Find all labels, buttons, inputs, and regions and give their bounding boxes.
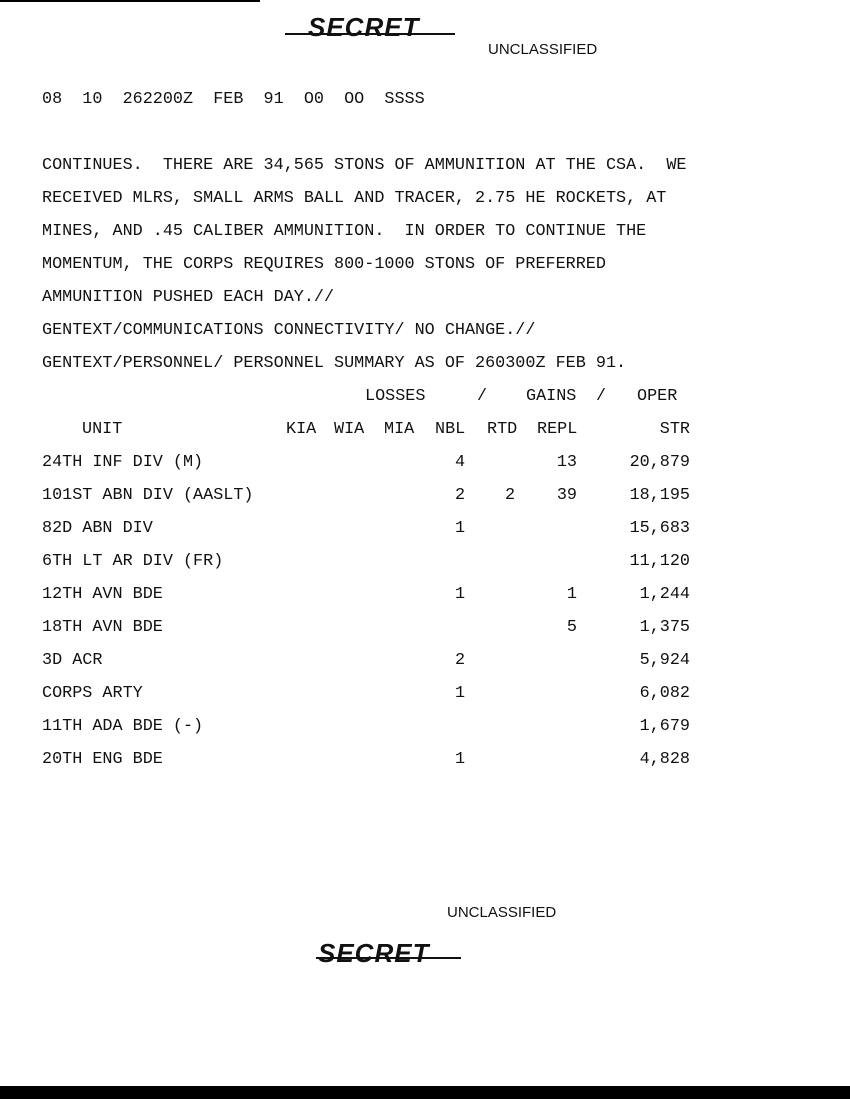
body-line: RECEIVED MLRS, SMALL ARMS BALL AND TRACE… <box>42 189 667 208</box>
unit-cell: 24TH INF DIV (M) <box>42 453 204 472</box>
str-cell: 6,082 <box>639 684 690 703</box>
stamp-strikethrough <box>316 957 461 959</box>
body-line: AMMUNITION PUSHED EACH DAY.// <box>42 288 335 307</box>
secret-stamp-bottom: SECRET <box>318 938 430 968</box>
column-header-wia: WIA <box>334 420 365 439</box>
column-header-mia: MIA <box>384 420 415 439</box>
str-cell: 20,879 <box>629 453 690 472</box>
column-header-repl: REPL <box>537 420 578 439</box>
header-losses: LOSSES <box>365 387 426 406</box>
nbl-cell: 4 <box>454 453 466 472</box>
nbl-cell: 1 <box>454 519 466 538</box>
header-gains: GAINS <box>526 387 577 406</box>
body-line: MINES, AND .45 CALIBER AMMUNITION. IN OR… <box>42 222 647 241</box>
unit-cell: 6TH LT AR DIV (FR) <box>42 552 224 571</box>
column-header-unit: UNIT <box>82 420 123 439</box>
classification-top: UNCLASSIFIED <box>488 41 598 58</box>
header-oper: OPER <box>637 387 678 406</box>
unit-cell: 101ST ABN DIV (AASLT) <box>42 486 254 505</box>
str-cell: 1,679 <box>639 717 690 736</box>
str-cell: 11,120 <box>629 552 690 571</box>
secret-stamp-top: SECRET <box>308 12 420 42</box>
str-cell: 5,924 <box>639 651 690 670</box>
rtd-cell: 2 <box>504 486 516 505</box>
body-line: MOMENTUM, THE CORPS REQUIRES 800-1000 ST… <box>42 255 606 274</box>
nbl-cell: 2 <box>454 651 466 670</box>
repl-cell: 1 <box>566 585 577 604</box>
body-line: GENTEXT/COMMUNICATIONS CONNECTIVITY/ NO … <box>42 321 536 340</box>
repl-cell: 13 <box>556 453 577 472</box>
body-line: GENTEXT/PERSONNEL/ PERSONNEL SUMMARY AS … <box>42 354 627 373</box>
stamp-strikethrough <box>285 33 455 35</box>
column-header-rtd: RTD <box>487 420 518 439</box>
repl-cell: 5 <box>566 618 577 637</box>
unit-cell: CORPS ARTY <box>42 684 143 703</box>
repl-cell: 39 <box>556 486 577 505</box>
str-cell: 1,244 <box>639 585 690 604</box>
scan-edge <box>0 1086 850 1099</box>
str-cell: 15,683 <box>629 519 690 538</box>
unit-cell: 20TH ENG BDE <box>42 750 163 769</box>
unit-cell: 3D ACR <box>42 651 103 670</box>
column-header-nbl: NBL <box>435 420 466 439</box>
str-cell: 4,828 <box>639 750 690 769</box>
nbl-cell: 1 <box>454 585 466 604</box>
classification-bottom: UNCLASSIFIED <box>447 904 557 921</box>
body-line: CONTINUES. THERE ARE 34,565 STONS OF AMM… <box>42 156 687 175</box>
header-separator: / <box>596 387 607 406</box>
column-header-str: STR <box>659 420 690 439</box>
unit-cell: 11TH ADA BDE (-) <box>42 717 204 736</box>
nbl-cell: 2 <box>454 486 466 505</box>
str-cell: 1,375 <box>639 618 690 637</box>
unit-cell: 82D ABN DIV <box>42 519 153 538</box>
nbl-cell: 1 <box>454 684 466 703</box>
unit-cell: 12TH AVN BDE <box>42 585 163 604</box>
column-header-kia: KIA <box>286 420 317 439</box>
scan-edge <box>0 0 260 2</box>
unit-cell: 18TH AVN BDE <box>42 618 163 637</box>
nbl-cell: 1 <box>454 750 466 769</box>
str-cell: 18,195 <box>629 486 690 505</box>
header-separator: / <box>477 387 488 406</box>
message-header-line: 08 10 262200Z FEB 91 O0 OO SSSS <box>42 90 425 109</box>
